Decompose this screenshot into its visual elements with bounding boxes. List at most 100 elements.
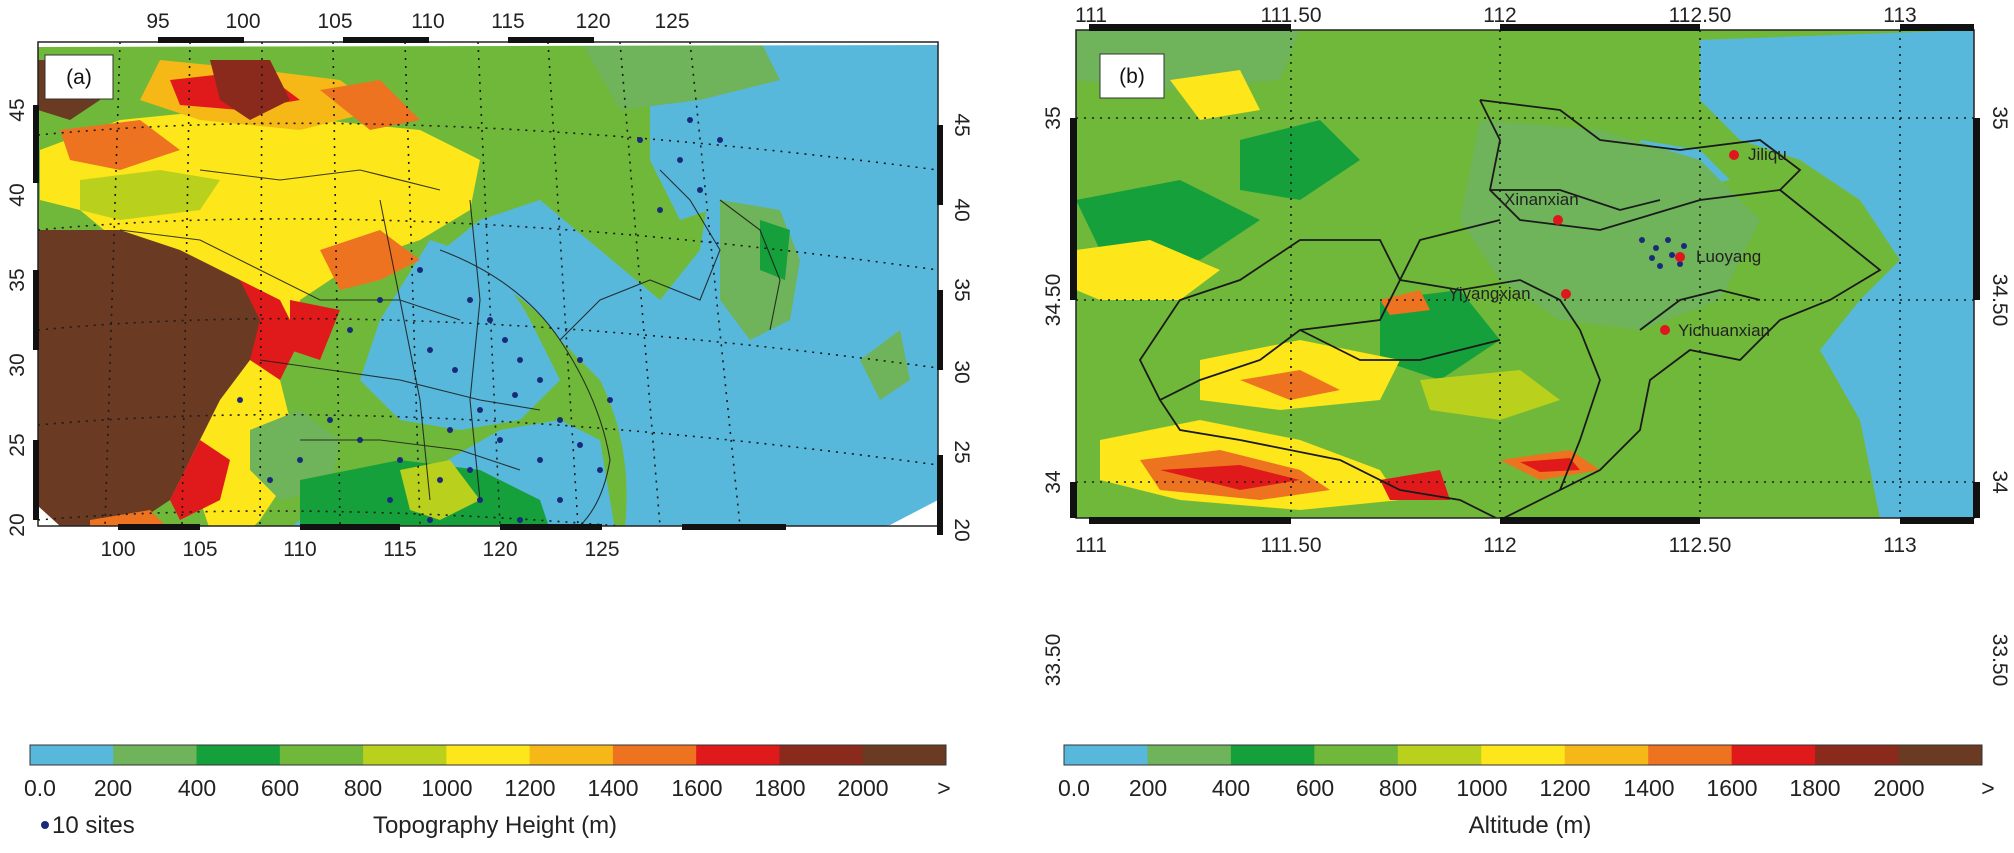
panel-b-bottom-ticks: 111 111.50 112 112.50 113 xyxy=(1075,534,1917,557)
panel-a-bottom-tick: 100 xyxy=(100,538,135,561)
sites-legend-label: 10 sites xyxy=(52,812,135,839)
colorbar-a-label: 1800 xyxy=(754,775,805,801)
panel-a-top-tick: 95 xyxy=(146,10,169,33)
colorbar-swatch xyxy=(30,745,114,765)
colorbar-b-label: 400 xyxy=(1212,775,1250,801)
panel-a-top-tick: 115 xyxy=(491,10,524,33)
panel-b-bottom-tick: 113 xyxy=(1883,534,1916,557)
panel-a-bottom-tick: 120 xyxy=(482,538,517,561)
city-label-xinanxian: Xinanxian xyxy=(1504,190,1579,209)
colorbar-a-label: 0.0 xyxy=(24,775,56,801)
colorbar-a-labels: 0.0 200 400 600 800 1000 1200 1400 1600 … xyxy=(24,775,951,801)
panel-a-map xyxy=(33,37,943,535)
panel-a-bottom-tick: 115 xyxy=(383,538,416,561)
colorbar-swatch xyxy=(1314,745,1399,765)
city-label-yichuanxian: Yichuanxian xyxy=(1678,321,1770,340)
panel-b-top-tick: 113 xyxy=(1883,4,1916,27)
panel-b-left-tick: 33.50 xyxy=(1042,634,1065,687)
panel-b-left-tick: 34.50 xyxy=(1042,274,1065,327)
city-label-yiyangxian: Yiyangxian xyxy=(1448,284,1531,303)
panel-a-left-tick: 30 xyxy=(6,353,29,376)
colorbar-b-label: 1800 xyxy=(1789,775,1840,801)
colorbar-b-labels: 0.0 200 400 600 800 1000 1200 1400 1600 … xyxy=(1058,775,1995,801)
panel-b-top-tick: 111 xyxy=(1075,4,1107,27)
colorbar-swatch xyxy=(696,745,780,765)
panel-a-top-ticks: 95 100 105 110 115 120 125 xyxy=(146,10,689,33)
colorbar-a-label: 600 xyxy=(261,775,299,801)
colorbar-swatch xyxy=(1147,745,1232,765)
colorbar-swatch xyxy=(612,745,697,765)
colorbar-b-swatches xyxy=(1064,745,1983,765)
colorbar-swatch xyxy=(1898,745,1983,765)
colorbar-swatch xyxy=(446,745,531,765)
panel-a-bottom-tick: 125 xyxy=(584,538,619,561)
colorbar-a: 0.0 200 400 600 800 1000 1200 1400 1600 … xyxy=(24,744,951,839)
colorbar-a-label: 1400 xyxy=(587,775,638,801)
panel-a-left-tick: 20 xyxy=(6,513,29,536)
panel-a-bottom-tick: 110 xyxy=(283,538,316,561)
colorbar-b: 0.0 200 400 600 800 1000 1200 1400 1600 … xyxy=(1058,744,1995,839)
colorbar-swatch xyxy=(1230,745,1315,765)
colorbar-a-label: 2000 xyxy=(837,775,888,801)
colorbar-b-label: > xyxy=(1981,775,1994,801)
panel-b-right-tick: 33.50 xyxy=(1988,634,2011,687)
panel-a-bottom-ticks: 100 105 110 115 120 125 xyxy=(100,538,619,561)
city-marker-jiliqu xyxy=(1729,150,1739,160)
panel-a-top-tick: 100 xyxy=(225,10,260,33)
panel-a-right-tick: 40 xyxy=(950,198,973,221)
panel-b-right-tick: 34 xyxy=(1988,470,2011,494)
panel-a-top-tick: 110 xyxy=(411,10,444,33)
panel-b-bottom-tick: 111 xyxy=(1075,534,1107,557)
panel-b-top-ticks: 111 111.50 112 112.50 113 xyxy=(1075,4,1917,27)
panel-a-right-ticks: 45 40 35 30 25 20 xyxy=(950,113,973,541)
colorbar-b-label: 1400 xyxy=(1623,775,1674,801)
city-marker-luoyang xyxy=(1675,252,1685,262)
panel-a-top-tick: 120 xyxy=(575,10,610,33)
colorbar-b-label: 600 xyxy=(1296,775,1334,801)
colorbar-swatch xyxy=(1481,745,1566,765)
colorbar-a-swatches xyxy=(30,745,947,765)
colorbar-a-label: 1200 xyxy=(504,775,555,801)
panel-b-left-tick: 35 xyxy=(1042,106,1065,129)
panel-a-label: (a) xyxy=(66,66,92,89)
panel-a-top-tick: 125 xyxy=(654,10,689,33)
colorbar-b-label: 1200 xyxy=(1539,775,1590,801)
colorbar-b-label: 1000 xyxy=(1456,775,1507,801)
panel-b-bottom-tick: 112.50 xyxy=(1669,534,1732,557)
panel-b-cities: Jiliqu Xinanxian Luoyang Yiyangxian Yich… xyxy=(1448,145,1787,340)
colorbar-swatch xyxy=(363,745,447,765)
panel-a-bottom-tick: 105 xyxy=(182,538,217,561)
panel-a-left-tick: 40 xyxy=(6,183,29,206)
panel-b-left-tick: 34 xyxy=(1042,470,1065,494)
colorbar-b-label: 2000 xyxy=(1873,775,1924,801)
colorbar-swatch xyxy=(1815,745,1900,765)
sites-legend: 10 sites xyxy=(41,812,135,839)
colorbar-swatch xyxy=(1397,745,1482,765)
panel-a-right-tick: 30 xyxy=(950,360,973,383)
colorbar-swatch xyxy=(529,745,614,765)
panel-b-bottom-tick: 112 xyxy=(1483,534,1516,557)
panel-b-left-ticks: 35 34.50 34 33.50 xyxy=(1042,106,1065,686)
colorbar-swatch xyxy=(779,745,864,765)
panel-b-right-tick: 35 xyxy=(1988,106,2011,129)
panel-a-right-tick: 45 xyxy=(950,113,973,136)
colorbar-swatch xyxy=(1064,745,1148,765)
panel-b-top-tick: 111.50 xyxy=(1260,4,1321,27)
panel-a-right-tick: 20 xyxy=(950,518,973,541)
colorbar-swatch xyxy=(1564,745,1649,765)
colorbar-b-label: 0.0 xyxy=(1058,775,1090,801)
colorbar-a-label: > xyxy=(937,775,950,801)
colorbar-a-label: 200 xyxy=(94,775,132,801)
colorbar-b-label: 800 xyxy=(1379,775,1417,801)
panel-a-top-tick: 105 xyxy=(317,10,352,33)
panel-b-bottom-tick: 111.50 xyxy=(1260,534,1321,557)
panel-b-right-ticks: 35 34.50 34 33.50 xyxy=(1988,106,2011,686)
site-marker-icon xyxy=(41,821,49,829)
colorbar-swatch xyxy=(279,745,364,765)
panel-b-right-tick: 34.50 xyxy=(1988,274,2011,327)
colorbar-a-label: 400 xyxy=(178,775,216,801)
colorbar-swatch xyxy=(113,745,198,765)
city-marker-yichuanxian xyxy=(1660,325,1670,335)
panel-b-map xyxy=(1070,24,1980,524)
